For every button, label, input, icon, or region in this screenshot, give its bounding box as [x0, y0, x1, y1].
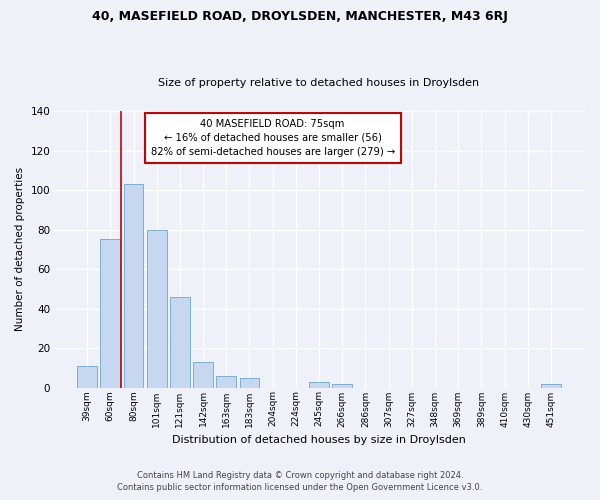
Bar [100, 240, 120, 388]
Bar [217, 376, 236, 388]
Bar [147, 230, 167, 388]
Bar [332, 384, 352, 388]
Bar [124, 184, 143, 388]
Bar [309, 382, 329, 388]
Bar [77, 366, 97, 388]
X-axis label: Distribution of detached houses by size in Droylsden: Distribution of detached houses by size … [172, 435, 466, 445]
Bar [239, 378, 259, 388]
Bar [170, 296, 190, 388]
Bar [541, 384, 561, 388]
Text: Contains HM Land Registry data © Crown copyright and database right 2024.
Contai: Contains HM Land Registry data © Crown c… [118, 471, 482, 492]
Bar [193, 362, 213, 388]
Title: Size of property relative to detached houses in Droylsden: Size of property relative to detached ho… [158, 78, 479, 88]
Text: 40, MASEFIELD ROAD, DROYLSDEN, MANCHESTER, M43 6RJ: 40, MASEFIELD ROAD, DROYLSDEN, MANCHESTE… [92, 10, 508, 23]
Text: 40 MASEFIELD ROAD: 75sqm
← 16% of detached houses are smaller (56)
82% of semi-d: 40 MASEFIELD ROAD: 75sqm ← 16% of detach… [151, 119, 395, 157]
Y-axis label: Number of detached properties: Number of detached properties [15, 167, 25, 332]
